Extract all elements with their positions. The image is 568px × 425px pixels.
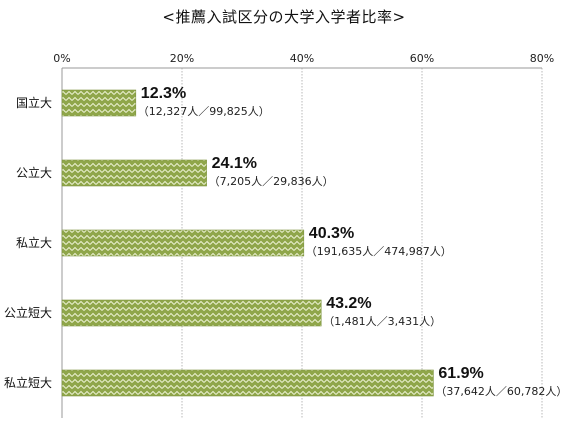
category-label: 私立大 [16,235,52,250]
detail-label: （191,635人／474,987人） [306,245,452,258]
category-label: 私立短大 [4,375,52,390]
detail-label: （7,205人／29,836人） [209,175,334,188]
x-tick-label: 0% [53,52,70,65]
chart-title: <推薦入試区分の大学入学者比率> [162,8,406,26]
bar [61,229,305,257]
value-label: 43.2% [326,295,371,312]
bar [61,369,434,397]
x-tick-label: 60% [410,52,434,65]
detail-label: （37,642人／60,782人） [435,385,567,398]
category-label: 公立短大 [4,305,52,320]
value-label: 24.1% [212,155,257,172]
bar [61,159,207,187]
x-tick-label: 40% [290,52,314,65]
value-label: 61.9% [438,365,483,382]
value-label: 12.3% [141,85,186,102]
x-tick-label: 80% [530,52,554,65]
detail-label: （1,481人／3,431人） [323,315,441,328]
category-label: 公立大 [16,165,52,180]
x-tick-label: 20% [170,52,194,65]
category-label: 国立大 [16,95,52,110]
bar [61,299,322,327]
bar [61,89,137,117]
value-label: 40.3% [309,225,354,242]
detail-label: （12,327人／99,825人） [138,105,270,118]
